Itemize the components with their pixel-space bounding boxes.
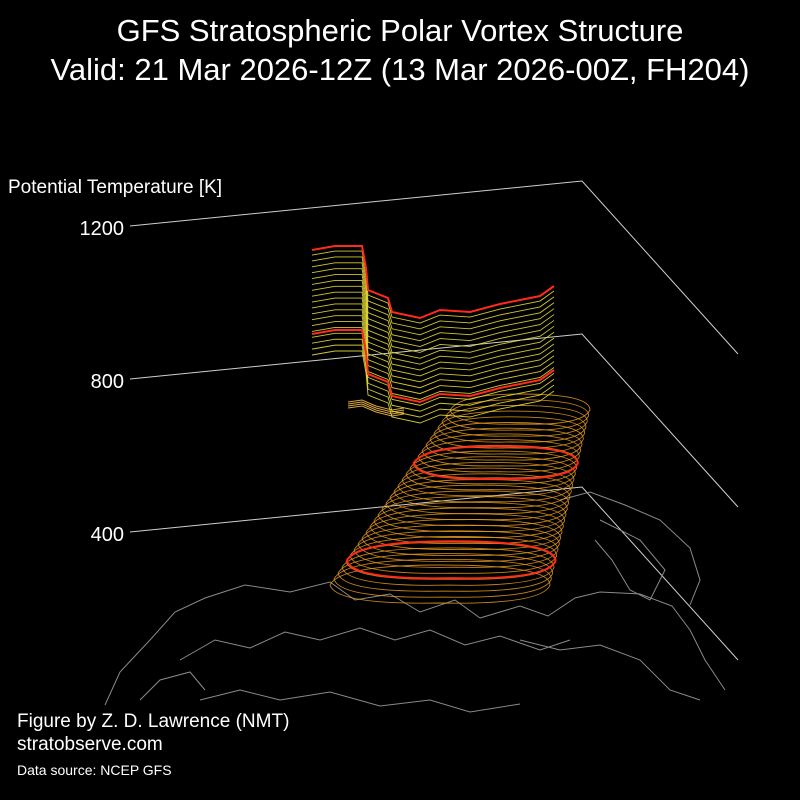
isosurface-contour <box>353 530 559 568</box>
z-tick-label: 800 <box>91 371 124 393</box>
isosurface-contour <box>381 490 568 527</box>
isosurface-contour <box>373 501 566 539</box>
isosurface-contour <box>421 433 582 467</box>
isosurface-contour <box>429 422 584 455</box>
isosurface-contour <box>311 297 555 371</box>
coastline <box>199 689 521 713</box>
coastline <box>139 671 206 701</box>
axis-grid <box>129 180 739 661</box>
z-tick-label: 400 <box>91 524 124 546</box>
isosurface-fragment <box>347 399 405 411</box>
isosurface-contour <box>393 473 572 509</box>
isosurface-contour <box>311 285 555 359</box>
highlight-contour-450K <box>345 540 557 580</box>
highlight-contour-1000K <box>311 329 555 404</box>
isosurface-contour <box>341 547 555 586</box>
isosurface-contour <box>311 274 555 348</box>
isosurface-contour <box>405 456 576 491</box>
chart-title: GFS Stratospheric Polar Vortex Structure <box>116 13 684 48</box>
isosurface-contour <box>311 262 555 336</box>
highlight-contour-650K <box>412 445 579 480</box>
coastline <box>479 591 726 691</box>
chart-subtitle: Valid: 21 Mar 2026-12Z (13 Mar 2026-00Z,… <box>50 52 750 87</box>
isosurface-contour <box>311 315 555 389</box>
z-axis-ticks: 1200 800 400 <box>80 218 125 546</box>
coastline <box>104 581 481 706</box>
isosurface-contour <box>361 518 562 556</box>
isosurface-contour <box>311 303 555 377</box>
isosurface-contour <box>311 268 555 342</box>
isosurface-contour <box>437 410 587 443</box>
grid-plane-400 <box>129 486 739 661</box>
isosurface-contour <box>385 484 570 521</box>
isosurface-fragment <box>347 405 405 417</box>
credit-data-source: Data source: NCEP GFS <box>17 762 172 778</box>
isosurface-contour <box>311 338 555 412</box>
credit-author: Figure by Z. D. Lawrence (NMT) <box>17 711 290 732</box>
credit-site: stratobserve.com <box>17 734 163 755</box>
isosurface-contour <box>311 309 555 383</box>
isosurface-contour <box>365 513 563 550</box>
grid-plane-800 <box>129 333 739 508</box>
isosurface-contour <box>311 321 555 395</box>
coastline <box>559 491 701 606</box>
isosurface-contour <box>337 553 554 592</box>
isosurface-contour <box>311 256 555 330</box>
isosurface-contour <box>409 450 578 485</box>
isosurface-contour <box>329 564 551 604</box>
isosurface-contour <box>417 439 580 473</box>
z-axis-label: Potential Temperature [K] <box>8 177 222 198</box>
vortex-isosurface <box>311 245 591 604</box>
z-tick-label: 1200 <box>80 218 125 240</box>
isosurface-contour <box>357 524 560 562</box>
isosurface-contour <box>449 393 591 425</box>
grid-plane-1200 <box>129 180 739 355</box>
coastline <box>594 519 666 601</box>
coastline <box>519 639 701 701</box>
isosurface-contour <box>425 427 583 461</box>
isosurface-contour <box>441 404 588 437</box>
isosurface-contour <box>311 279 555 353</box>
isosurface-fragment <box>347 401 405 413</box>
isosurface-contour <box>389 479 571 515</box>
isosurface-fragment <box>347 403 405 415</box>
isosurface-contour <box>377 496 567 533</box>
coastline-basemap <box>104 491 726 713</box>
isosurface-contour <box>311 291 555 365</box>
isosurface-contour <box>311 344 555 418</box>
isosurface-contour <box>333 558 552 598</box>
coastline <box>179 627 571 661</box>
isosurface-contour <box>349 536 558 574</box>
isosurface-contour <box>311 350 555 424</box>
highlight-contour-1200K <box>311 245 555 320</box>
